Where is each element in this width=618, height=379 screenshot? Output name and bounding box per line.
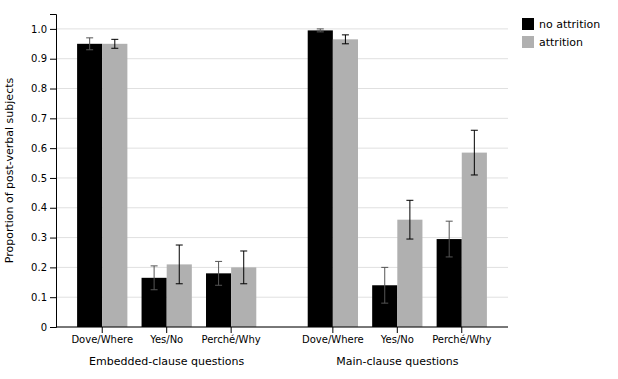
bar xyxy=(333,39,358,327)
tick-mark xyxy=(231,327,232,333)
tick-mark xyxy=(102,327,103,333)
tick: 1.0 xyxy=(31,24,56,35)
error-bar xyxy=(176,245,183,284)
grid xyxy=(56,29,508,327)
bar xyxy=(77,44,102,327)
tick-label: Dove/Where xyxy=(71,334,133,345)
tick-label: 0.9 xyxy=(31,53,47,64)
tick-mark xyxy=(50,29,56,30)
error-bar xyxy=(151,266,158,290)
error-bar xyxy=(111,39,118,48)
tick-label: Dove/Where xyxy=(302,334,364,345)
tick-label: 0.6 xyxy=(31,143,47,154)
tick: Perché/Why xyxy=(202,327,261,345)
legend-swatch xyxy=(522,18,534,30)
tick-mark xyxy=(50,267,56,268)
tick-mark xyxy=(461,327,462,333)
tick-label: Yes/No xyxy=(149,334,183,345)
tick-mark xyxy=(50,238,56,239)
tick-mark xyxy=(50,297,56,298)
legend-swatch xyxy=(522,36,534,48)
error-bar xyxy=(86,38,93,50)
tick: 0.9 xyxy=(31,53,56,64)
error-bar xyxy=(342,35,349,44)
x-axis-line xyxy=(56,327,508,328)
tick: 0.6 xyxy=(31,143,56,154)
tick: 0.5 xyxy=(31,173,56,184)
grid-line xyxy=(56,28,508,29)
error-bar xyxy=(471,130,478,175)
tick-mark xyxy=(50,118,56,119)
tick-mark xyxy=(50,208,56,209)
tick-label: 0.7 xyxy=(31,113,47,124)
tick: 0.8 xyxy=(31,83,56,94)
tick: 0.7 xyxy=(31,113,56,124)
tick: Dove/Where xyxy=(71,327,133,345)
bar xyxy=(462,153,487,327)
y-axis-title: Proportion of post-verbal subjects xyxy=(3,78,16,264)
tick-label: 0.3 xyxy=(31,232,47,243)
tick-label: Perché/Why xyxy=(202,334,261,345)
legend-item: no attrition xyxy=(522,18,600,31)
error-bar xyxy=(240,251,247,284)
legend-item: attrition xyxy=(522,36,583,49)
tick: 0.2 xyxy=(31,262,56,273)
chart: 0 0.1 0.2 0.3 0.4 0.5 0.6 0.7 0.8 0.9 1.0 Dove/Wher… xyxy=(0,0,618,379)
tick: 0.4 xyxy=(31,202,56,213)
error-bar xyxy=(215,261,222,285)
tick-label: 0.1 xyxy=(31,292,47,303)
tick-mark xyxy=(397,327,398,333)
tick-label: 0.2 xyxy=(31,262,47,273)
marks xyxy=(77,29,487,327)
series xyxy=(77,29,462,327)
section-label: Embedded-clause questions xyxy=(89,355,244,368)
tick-mark xyxy=(50,178,56,179)
tick-mark xyxy=(50,148,56,149)
tick-label: Perché/Why xyxy=(432,334,491,345)
x-axis: Dove/Where Yes/No Perché/Why xyxy=(71,327,260,345)
legend: no attrition attrition xyxy=(522,18,600,49)
x-axis: Dove/Where Yes/No Perché/Why xyxy=(302,327,491,345)
tick-label: 0.4 xyxy=(31,202,47,213)
tick-mark xyxy=(50,327,56,328)
tick: 0.3 xyxy=(31,232,56,243)
tick-mark xyxy=(332,327,333,333)
tick-mark xyxy=(50,89,56,90)
tick-mark xyxy=(50,59,56,60)
legend-label: attrition xyxy=(539,36,583,49)
tick: 0.1 xyxy=(31,292,56,303)
y-axis: 0 0.1 0.2 0.3 0.4 0.5 0.6 0.7 0.8 0.9 1.0 xyxy=(31,15,56,333)
tick-label: 0 xyxy=(41,322,47,333)
tick: 0 xyxy=(41,322,56,333)
tick-label: Yes/No xyxy=(380,334,414,345)
tick: Yes/No xyxy=(149,327,183,345)
plot: 0 0.1 0.2 0.3 0.4 0.5 0.6 0.7 0.8 0.9 1.0 Dove/Wher… xyxy=(3,15,600,369)
series xyxy=(102,35,487,327)
error-bar xyxy=(317,29,324,32)
error-bar xyxy=(381,267,388,303)
tick-mark xyxy=(166,327,167,333)
error-bar xyxy=(406,200,413,239)
grid-line xyxy=(56,327,508,328)
error-bar xyxy=(446,221,453,257)
tick-label: 0.5 xyxy=(31,173,47,184)
tick: Yes/No xyxy=(380,327,414,345)
tick: Dove/Where xyxy=(302,327,364,345)
bar xyxy=(308,30,333,327)
tick: Perché/Why xyxy=(432,327,491,345)
axis-line xyxy=(50,15,57,328)
section-label: Main-clause questions xyxy=(336,355,459,368)
bar xyxy=(102,44,127,327)
tick-label: 1.0 xyxy=(31,24,47,35)
legend-label: no attrition xyxy=(539,18,600,31)
tick-label: 0.8 xyxy=(31,83,47,94)
